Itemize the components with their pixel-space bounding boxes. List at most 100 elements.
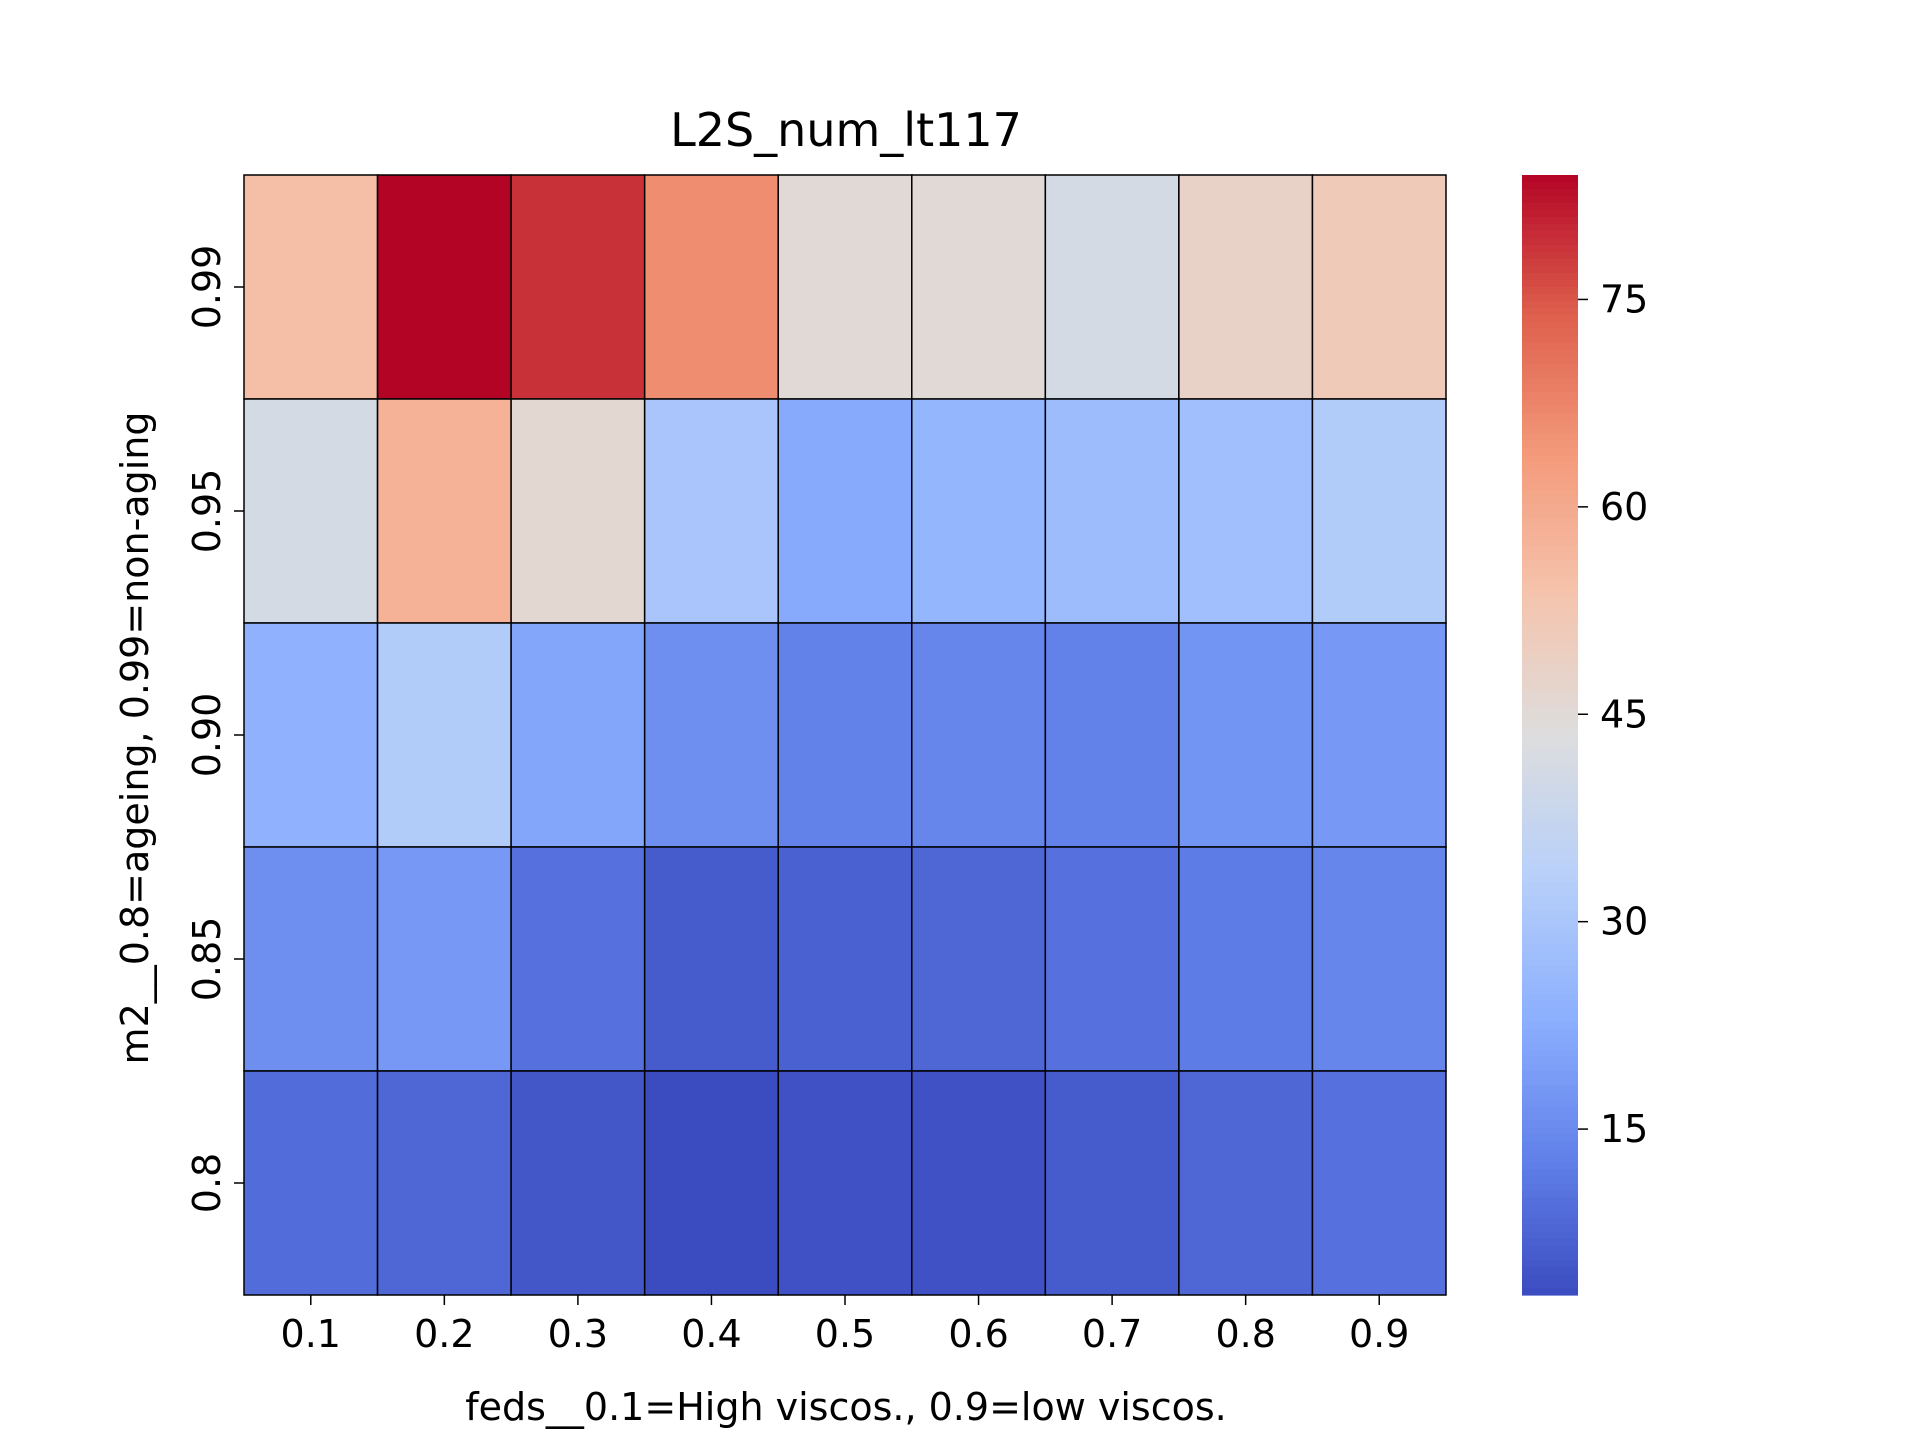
colorbar-segment — [1522, 959, 1578, 967]
colorbar-segment — [1522, 868, 1578, 876]
colorbar-segment — [1522, 532, 1578, 540]
colorbar-segment — [1522, 609, 1578, 617]
heatmap-cell — [777, 398, 913, 624]
colorbar-segment — [1522, 595, 1578, 603]
colorbar-segment — [1522, 252, 1578, 260]
colorbar-segment — [1522, 469, 1578, 477]
colorbar-segment — [1522, 448, 1578, 456]
colorbar-segment — [1522, 756, 1578, 764]
colorbar-segment — [1522, 476, 1578, 484]
colorbar-segment — [1522, 1134, 1578, 1142]
heatmap-cell — [1178, 174, 1314, 400]
colorbar-segment — [1522, 1239, 1578, 1247]
colorbar-tick-label: 30 — [1600, 900, 1648, 944]
colorbar-segment — [1522, 280, 1578, 288]
heatmap-cell — [1044, 1070, 1180, 1296]
y-tick-label: 0.95 — [185, 469, 229, 554]
heatmap-cell — [643, 1070, 779, 1296]
colorbar-segment — [1522, 189, 1578, 197]
colorbar-segment — [1522, 308, 1578, 316]
heatmap-cell — [243, 1070, 379, 1296]
heatmap-cell — [243, 622, 379, 848]
heatmap-cell — [1311, 846, 1447, 1072]
colorbar-segment — [1522, 791, 1578, 799]
colorbar-segment — [1522, 1008, 1578, 1016]
colorbar-segment — [1522, 812, 1578, 820]
colorbar-segment — [1522, 1155, 1578, 1163]
colorbar-segment — [1522, 980, 1578, 988]
colorbar-segment — [1522, 504, 1578, 512]
x-tick-label: 0.6 — [948, 1312, 1008, 1356]
colorbar-segment — [1522, 427, 1578, 435]
colorbar-segment — [1522, 693, 1578, 701]
colorbar-segment — [1522, 784, 1578, 792]
colorbar-segment — [1522, 665, 1578, 673]
y-tick-label: 0.99 — [185, 245, 229, 330]
colorbar-segment — [1522, 553, 1578, 561]
colorbar-segment — [1522, 1141, 1578, 1149]
colorbar-segment — [1522, 378, 1578, 386]
colorbar-segment — [1522, 518, 1578, 526]
colorbar-segment — [1522, 1253, 1578, 1261]
colorbar-segment — [1522, 826, 1578, 834]
colorbar-segment — [1522, 238, 1578, 246]
colorbar-segment — [1522, 385, 1578, 393]
heatmap-cell — [376, 846, 512, 1072]
colorbar-segment — [1522, 742, 1578, 750]
x-axis-ticks: 0.1 0.2 0.3 0.4 0.5 0.6 0.7 0.8 0.9 — [281, 1295, 1409, 1356]
colorbar-segment — [1522, 1232, 1578, 1240]
heatmap-cell — [777, 622, 913, 848]
y-tick-label: 0.85 — [185, 917, 229, 1002]
heatmap-cell — [1178, 846, 1314, 1072]
colorbar-segment — [1522, 301, 1578, 309]
heatmap-cell — [376, 174, 512, 400]
colorbar-segment — [1522, 483, 1578, 491]
heatmap-cell — [1044, 398, 1180, 624]
colorbar-segment — [1522, 651, 1578, 659]
colorbar-segment — [1522, 1099, 1578, 1107]
colorbar-segment — [1522, 1064, 1578, 1072]
y-tick-label: 0.8 — [185, 1153, 229, 1213]
colorbar-segment — [1522, 336, 1578, 344]
colorbar-segment — [1522, 182, 1578, 190]
x-tick-label: 0.9 — [1349, 1312, 1409, 1356]
colorbar-segment — [1522, 833, 1578, 841]
colorbar-segment — [1522, 672, 1578, 680]
colorbar-segment — [1522, 889, 1578, 897]
colorbar-segment — [1522, 686, 1578, 694]
colorbar-segment — [1522, 1092, 1578, 1100]
colorbar-segment — [1522, 1218, 1578, 1226]
heatmap-cell — [1311, 622, 1447, 848]
colorbar-segment — [1522, 931, 1578, 939]
y-tick-label: 0.90 — [185, 693, 229, 778]
x-tick-label: 0.2 — [414, 1312, 474, 1356]
heatmap-cell — [777, 1070, 913, 1296]
x-tick-label: 0.3 — [548, 1312, 608, 1356]
colorbar-segment — [1522, 1085, 1578, 1093]
colorbar-segment — [1522, 1120, 1578, 1128]
colorbar-segment — [1522, 525, 1578, 533]
x-tick-label: 0.1 — [281, 1312, 341, 1356]
heatmap-cell — [777, 174, 913, 400]
heatmap-cell — [911, 1070, 1047, 1296]
colorbar-segment — [1522, 1162, 1578, 1170]
heatmap-cell — [376, 1070, 512, 1296]
colorbar-segment — [1522, 574, 1578, 582]
colorbar-segment — [1522, 945, 1578, 953]
heatmap-cell — [1311, 398, 1447, 624]
x-tick-label: 0.8 — [1215, 1312, 1275, 1356]
colorbar-segment — [1522, 546, 1578, 554]
x-tick-label: 0.4 — [681, 1312, 741, 1356]
y-axis-label: m2__0.8=ageing, 0.99=non-aging — [113, 412, 157, 1065]
heatmap-cell — [1178, 1070, 1314, 1296]
colorbar-segment — [1522, 1127, 1578, 1135]
colorbar-tick-label: 15 — [1600, 1107, 1648, 1151]
colorbar-segment — [1522, 728, 1578, 736]
colorbar-segment — [1522, 1043, 1578, 1051]
colorbar-segment — [1522, 882, 1578, 890]
colorbar-segment — [1522, 896, 1578, 904]
colorbar-segment — [1522, 364, 1578, 372]
colorbar-segment — [1522, 1197, 1578, 1205]
heatmap-cell — [510, 622, 646, 848]
